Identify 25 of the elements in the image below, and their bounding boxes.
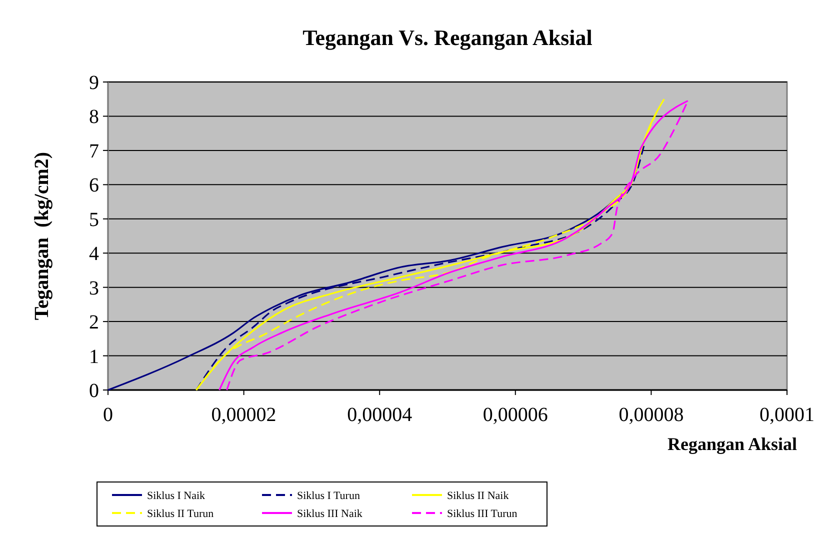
y-tick-label: 6: [89, 174, 99, 197]
y-tick-label: 4: [89, 243, 99, 266]
x-tick-label: 0,00004: [347, 404, 412, 426]
y-axis-title: Tegangan (kg/cm2): [31, 152, 53, 320]
y-tick-label: 9: [89, 72, 99, 94]
x-tick-label: 0,00008: [618, 404, 684, 426]
legend-label: Siklus III Turun: [447, 508, 518, 520]
y-tick-label: 5: [89, 208, 99, 231]
x-tick-label: 0,0001: [760, 404, 814, 426]
legend-label: Siklus I Turun: [297, 490, 360, 502]
x-tick-label: 0,00002: [211, 404, 276, 426]
y-tick-label: 3: [89, 277, 99, 300]
legend-label: Siklus II Naik: [447, 490, 510, 502]
y-tick-label: 2: [89, 312, 99, 334]
legend-label: Siklus II Turun: [147, 508, 214, 520]
y-tick-label: 8: [89, 106, 99, 128]
x-axis-title: Regangan Aksial: [667, 434, 797, 454]
chart-title: Tegangan Vs. Regangan Aksial: [302, 25, 592, 50]
x-tick-label: 0,00006: [482, 404, 548, 426]
x-tick-label: 0: [103, 404, 113, 426]
y-tick-label: 1: [89, 346, 99, 368]
legend-label: Siklus III Naik: [297, 508, 363, 520]
legend-label: Siklus I Naik: [147, 490, 206, 502]
y-tick-label: 7: [89, 140, 99, 162]
y-tick-label: 0: [89, 380, 99, 402]
